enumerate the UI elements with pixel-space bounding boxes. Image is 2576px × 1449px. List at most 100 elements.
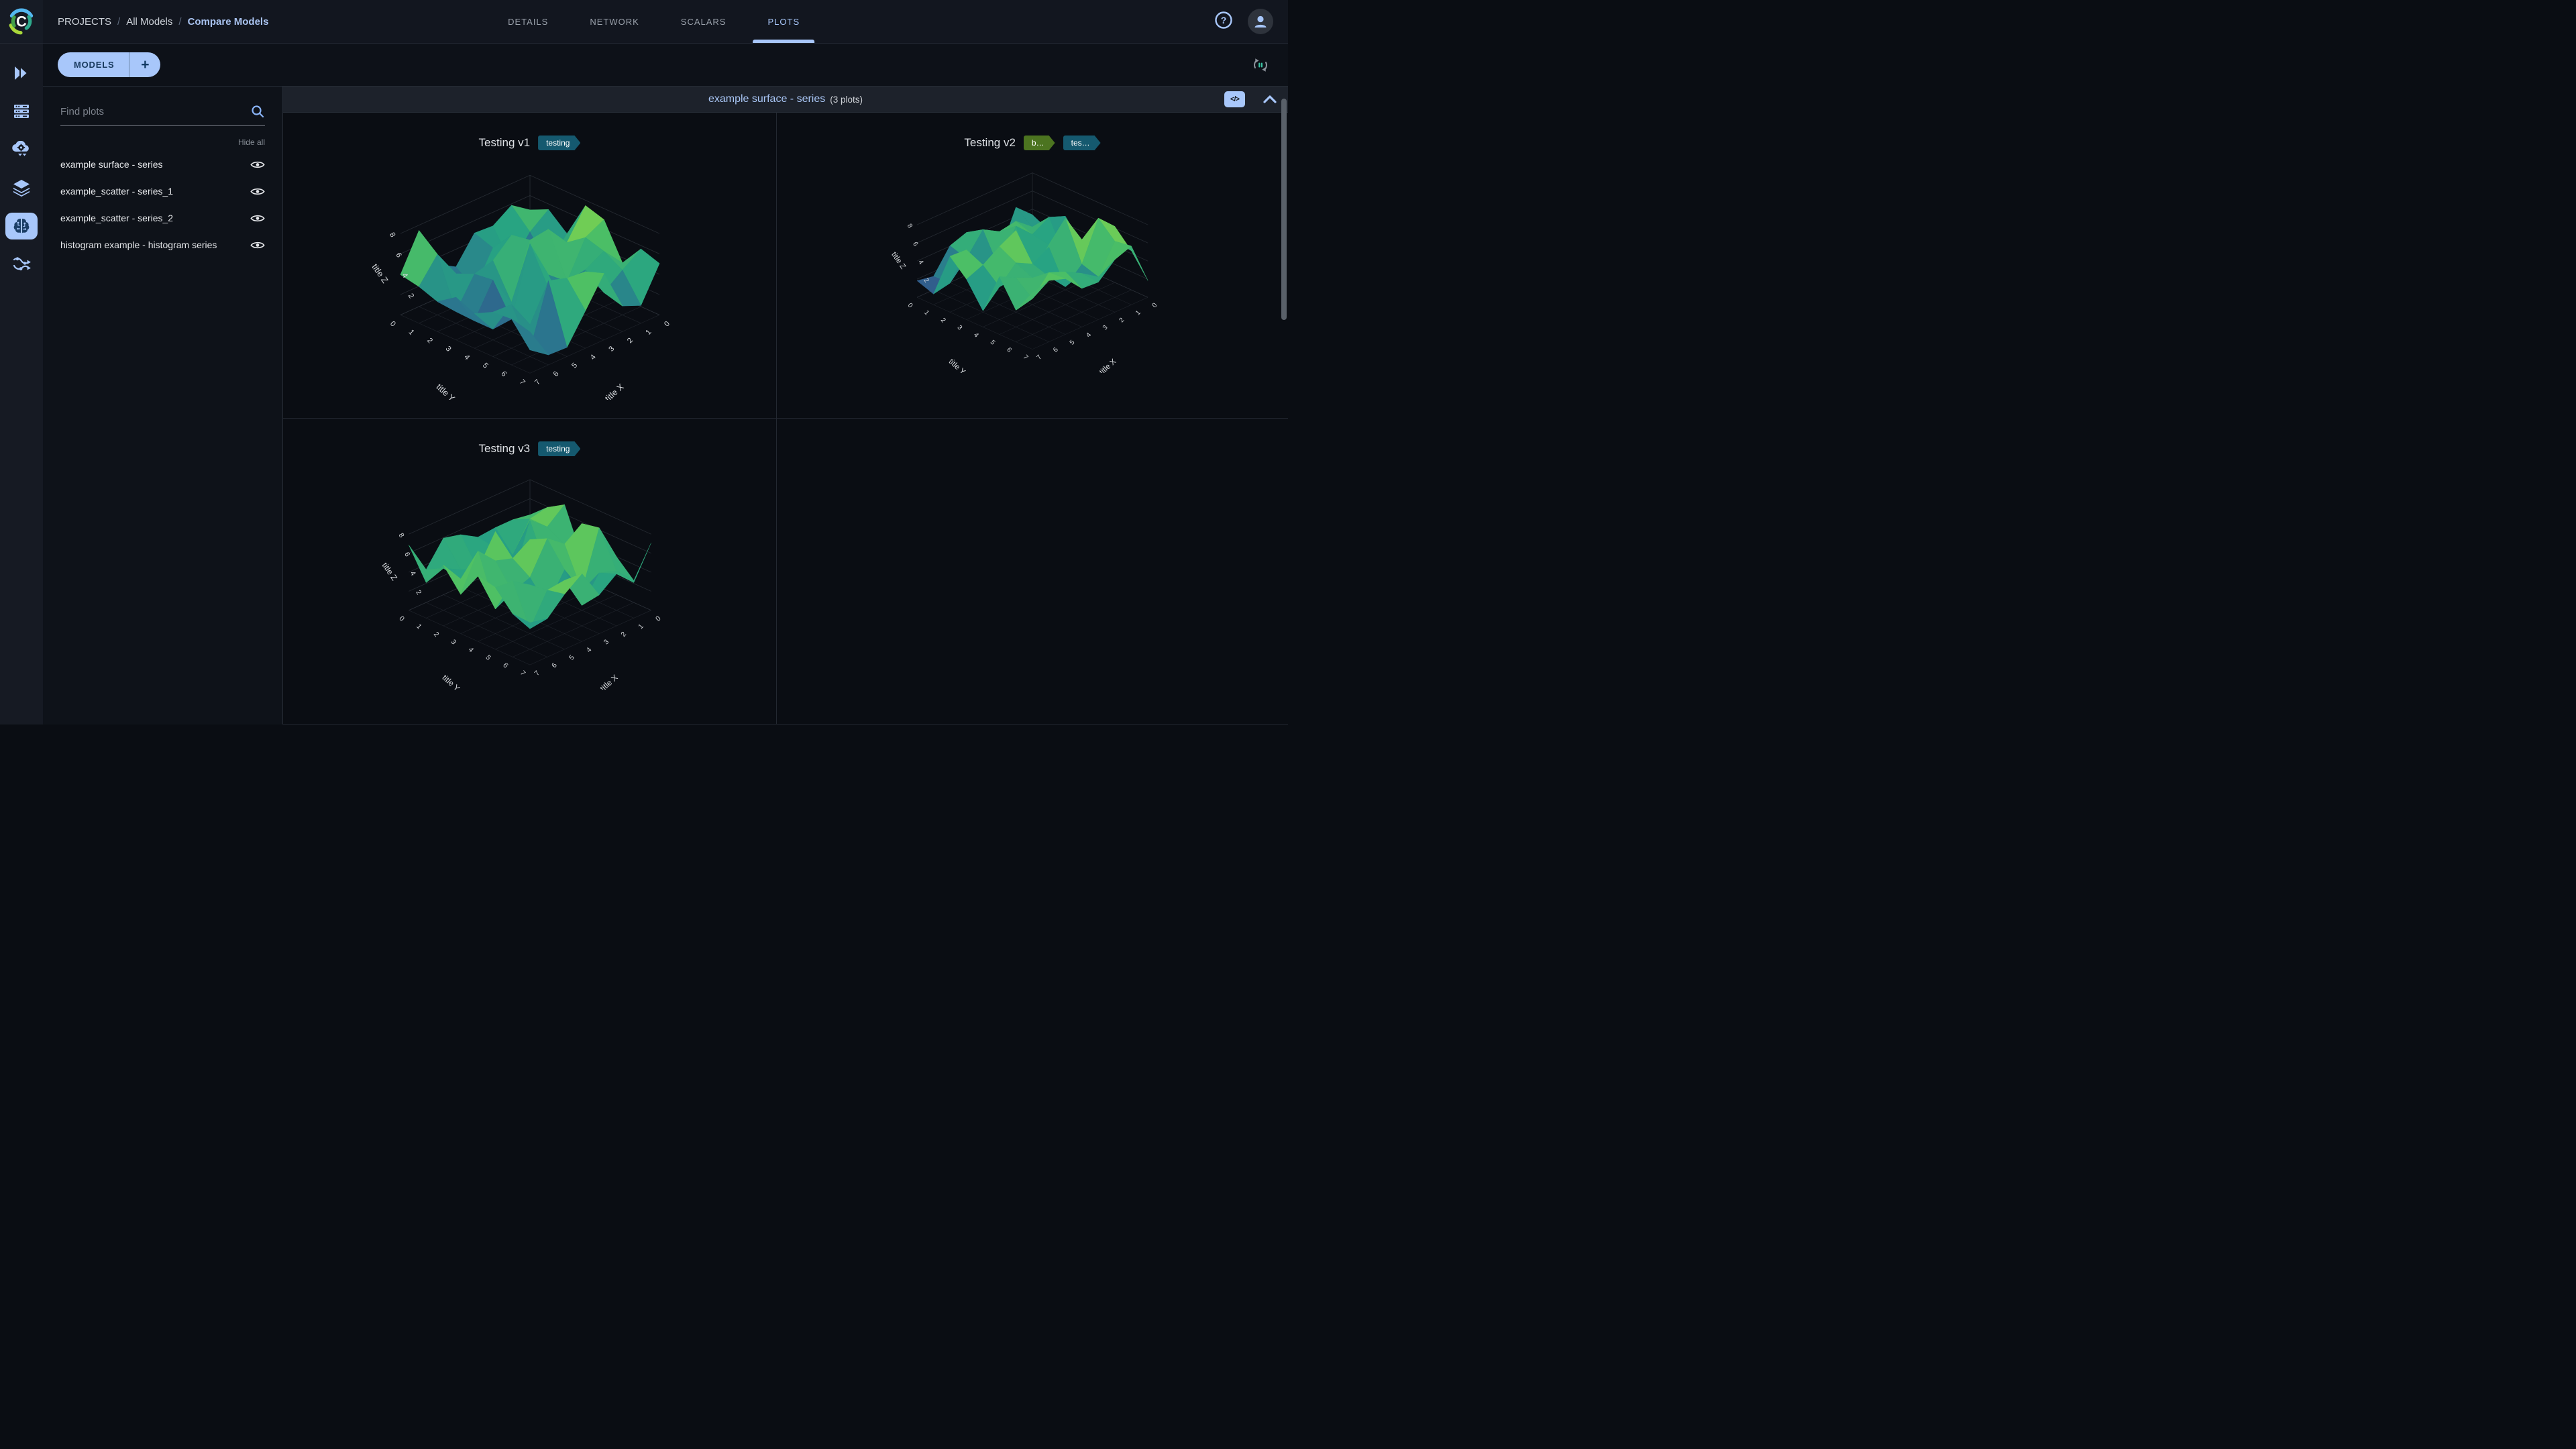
models-selector[interactable]: MODELS + — [58, 52, 161, 77]
svg-text:5: 5 — [570, 362, 579, 370]
plot-group-title: example surface - series — [708, 93, 826, 105]
breadcrumb-compare-models[interactable]: Compare Models — [187, 15, 269, 28]
tag-badge[interactable]: testing — [538, 136, 580, 150]
plot-group-header: example surface - series (3 plots) </> — [283, 87, 1288, 113]
tag-badge[interactable]: b… — [1024, 136, 1055, 150]
user-avatar[interactable] — [1248, 9, 1273, 34]
nav-datasets[interactable] — [5, 174, 38, 201]
svg-text:title Z: title Z — [370, 262, 390, 284]
svg-text:4: 4 — [588, 353, 597, 362]
tab-network[interactable]: NETWORK — [590, 16, 639, 27]
search-icon[interactable] — [250, 104, 265, 119]
tag-badge[interactable]: testing — [538, 441, 580, 456]
svg-text:2: 2 — [625, 337, 634, 345]
visibility-eye-icon[interactable] — [250, 160, 265, 170]
plots-section: example surface - series (3 plots) </> — [283, 87, 1288, 724]
svg-text:0: 0 — [397, 615, 405, 623]
breadcrumb-separator: / — [117, 15, 121, 28]
collapse-section-button[interactable] — [1263, 95, 1277, 104]
svg-text:7: 7 — [533, 378, 542, 387]
vertical-scrollbar[interactable] — [1281, 99, 1287, 320]
plot-title: Testing v3 — [478, 442, 531, 455]
help-icon[interactable]: ? — [1214, 11, 1233, 33]
svg-text:2: 2 — [406, 292, 415, 300]
tab-scalars[interactable]: SCALARS — [680, 16, 727, 27]
svg-text:0: 0 — [906, 302, 914, 310]
breadcrumb-projects[interactable]: PROJECTS — [58, 15, 112, 28]
tab-plots[interactable]: PLOTS — [750, 0, 817, 43]
svg-text:4: 4 — [1085, 331, 1093, 339]
svg-text:1: 1 — [407, 328, 415, 337]
nav-serving[interactable] — [5, 136, 38, 163]
svg-text:title Y: title Y — [434, 382, 457, 400]
topbar-actions: ? — [1214, 9, 1288, 34]
app-logo[interactable]: C — [0, 0, 43, 43]
tab-details[interactable]: DETAILS — [508, 16, 549, 27]
svg-text:title X: title X — [598, 673, 619, 690]
visibility-eye-icon[interactable] — [250, 240, 265, 250]
svg-text:7: 7 — [533, 669, 541, 678]
svg-text:2: 2 — [1118, 317, 1126, 324]
svg-text:title X: title X — [602, 382, 625, 400]
list-item[interactable]: example_scatter - series_1 — [60, 178, 265, 205]
search-input[interactable] — [60, 105, 250, 117]
list-item-label: example surface - series — [60, 159, 163, 170]
pipelines-icon — [13, 257, 31, 271]
svg-text:1: 1 — [415, 623, 423, 631]
svg-text:0: 0 — [663, 320, 672, 329]
svg-text:1: 1 — [637, 623, 645, 631]
plot-cell-testing-v1: Testing v1 testing 2 4 6 8 0 1 2 3 4 5 6 7 0 1 2 3 4 5 6 7 t… — [283, 113, 777, 419]
list-item[interactable]: example_scatter - series_2 — [60, 205, 265, 231]
auto-refresh-pause-button[interactable] — [1250, 55, 1271, 75]
svg-text:8: 8 — [906, 223, 914, 230]
hide-all-button[interactable]: Hide all — [237, 138, 265, 147]
plot-group-count: (3 plots) — [830, 94, 863, 105]
svg-text:6: 6 — [911, 241, 920, 248]
svg-text:7: 7 — [1022, 354, 1030, 361]
svg-text:7: 7 — [517, 378, 526, 387]
list-item-label: histogram example - histogram series — [60, 239, 217, 250]
list-item[interactable]: example surface - series — [60, 151, 265, 178]
breadcrumb-separator: / — [178, 15, 182, 28]
models-icon — [13, 219, 30, 233]
models-button[interactable]: MODELS — [74, 60, 115, 70]
auto-refresh-pause-icon — [1254, 58, 1267, 72]
add-model-button[interactable]: + — [141, 56, 150, 72]
svg-text:2: 2 — [922, 277, 930, 284]
svg-text:6: 6 — [1052, 346, 1060, 354]
nav-models[interactable] — [5, 213, 38, 239]
clearml-logo-icon: C — [9, 8, 34, 35]
breadcrumb-all-models[interactable]: All Models — [126, 15, 173, 28]
nav-projects[interactable] — [5, 60, 38, 87]
svg-text:6: 6 — [1005, 346, 1013, 354]
nav-workers[interactable] — [5, 98, 38, 125]
svg-text:4: 4 — [916, 259, 925, 266]
serving-icon — [12, 141, 29, 156]
search-field — [60, 104, 265, 126]
embed-code-button[interactable]: </> — [1224, 91, 1245, 107]
svg-text:0: 0 — [1151, 301, 1159, 309]
svg-text:4: 4 — [466, 646, 474, 654]
svg-text:2: 2 — [620, 631, 628, 639]
top-bar: C PROJECTS / All Models / Compare Models… — [0, 0, 1288, 44]
list-item-label: example_scatter - series_1 — [60, 186, 174, 197]
svg-text:8: 8 — [388, 231, 396, 239]
svg-text:3: 3 — [607, 345, 616, 354]
svg-text:title X: title X — [1098, 358, 1118, 373]
svg-text:4: 4 — [972, 331, 980, 339]
visibility-eye-icon[interactable] — [250, 213, 265, 223]
list-item[interactable]: histogram example - histogram series — [60, 231, 265, 258]
svg-text:6: 6 — [550, 661, 558, 669]
svg-text:5: 5 — [480, 362, 489, 370]
visibility-eye-icon[interactable] — [250, 186, 265, 197]
tag-badge[interactable]: tes… — [1063, 136, 1101, 150]
svg-text:3: 3 — [449, 639, 457, 647]
nav-pipelines[interactable] — [5, 251, 38, 278]
svg-text:?: ? — [1221, 15, 1227, 25]
